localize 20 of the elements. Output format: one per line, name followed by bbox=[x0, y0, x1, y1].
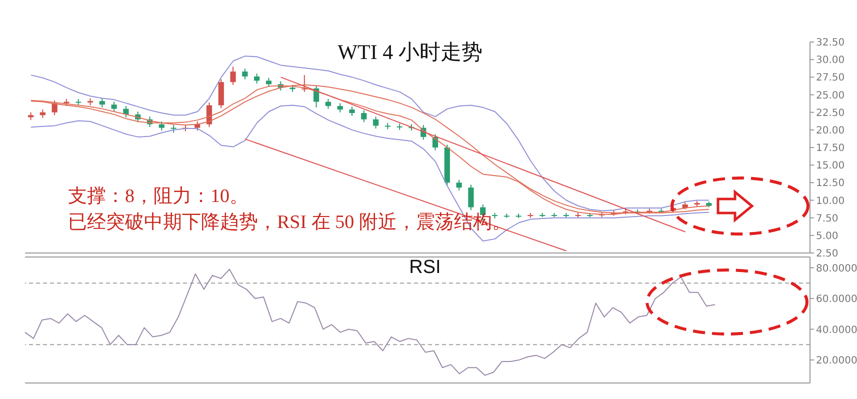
y-tick-label: 7.50 bbox=[816, 213, 838, 224]
annotation: 支撑：8，阻力：10。 bbox=[68, 185, 248, 209]
chart-title: WTI 4 小时走势 bbox=[336, 39, 484, 66]
y-tick-label: 22.50 bbox=[816, 108, 845, 119]
chart-title: RSI bbox=[408, 257, 442, 279]
y-tick-label: 30.00 bbox=[816, 55, 845, 66]
y-tick-label: 5.00 bbox=[816, 230, 838, 242]
y-tick-label: 17.50 bbox=[816, 143, 845, 154]
y-tick-label: 27.50 bbox=[816, 72, 845, 84]
y-tick-label: 32.50 bbox=[816, 38, 845, 49]
y-tick-label: 15.00 bbox=[816, 160, 845, 172]
y-tick-label: 40.0000 bbox=[816, 324, 857, 336]
y-tick-label: 20.00 bbox=[816, 125, 845, 136]
y-tick-label: 25.00 bbox=[816, 90, 845, 102]
y-tick-label: 60.0000 bbox=[816, 294, 857, 306]
y-tick-label: 2.50 bbox=[816, 248, 838, 260]
y-tick-label: 80.0000 bbox=[816, 263, 857, 274]
y-tick-label: 10.00 bbox=[816, 196, 845, 207]
y-tick-label: 12.50 bbox=[816, 178, 845, 190]
y-tick-label: 20.0000 bbox=[816, 356, 857, 366]
